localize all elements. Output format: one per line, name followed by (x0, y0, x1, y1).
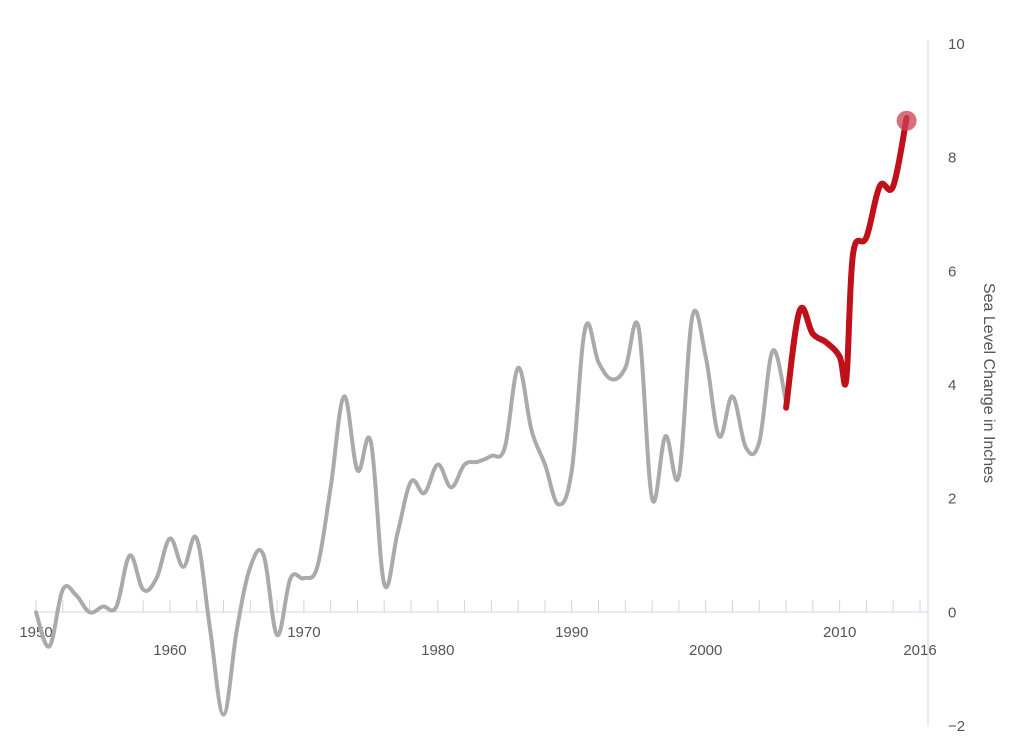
x-tick-label: 1980 (421, 642, 454, 659)
x-tick-label: 2016 (903, 642, 936, 659)
x-tick-label: 2000 (689, 642, 722, 659)
y-tick-label: 4 (948, 377, 956, 394)
y-tick-label: −2 (948, 718, 965, 735)
x-tick-label: 2010 (823, 624, 856, 641)
recent-series-line (783, 114, 910, 411)
y-tick-label: 10 (948, 36, 965, 53)
y-tick-label: 0 (948, 604, 956, 621)
y-tick-label: 2 (948, 491, 956, 508)
series-lines (34, 114, 910, 717)
y-tick-label: 6 (948, 263, 956, 280)
x-axis: 1950 1960 1970 1980 1990 2000 2010 2016 (19, 600, 937, 659)
x-tick-label: 1950 (19, 624, 52, 641)
historic-series-line (34, 308, 789, 717)
y-tick-label: 8 (948, 150, 956, 167)
y-axis-title: Sea Level Change in Inches (980, 283, 997, 483)
x-tick-label: 1990 (555, 624, 588, 641)
highlight-markers (896, 110, 917, 131)
x-tick-label: 1970 (287, 624, 320, 641)
x-tick-label: 1960 (153, 642, 186, 659)
latest-value-marker (896, 110, 917, 131)
y-axis: −2 0 2 4 6 8 10 (927, 36, 965, 735)
